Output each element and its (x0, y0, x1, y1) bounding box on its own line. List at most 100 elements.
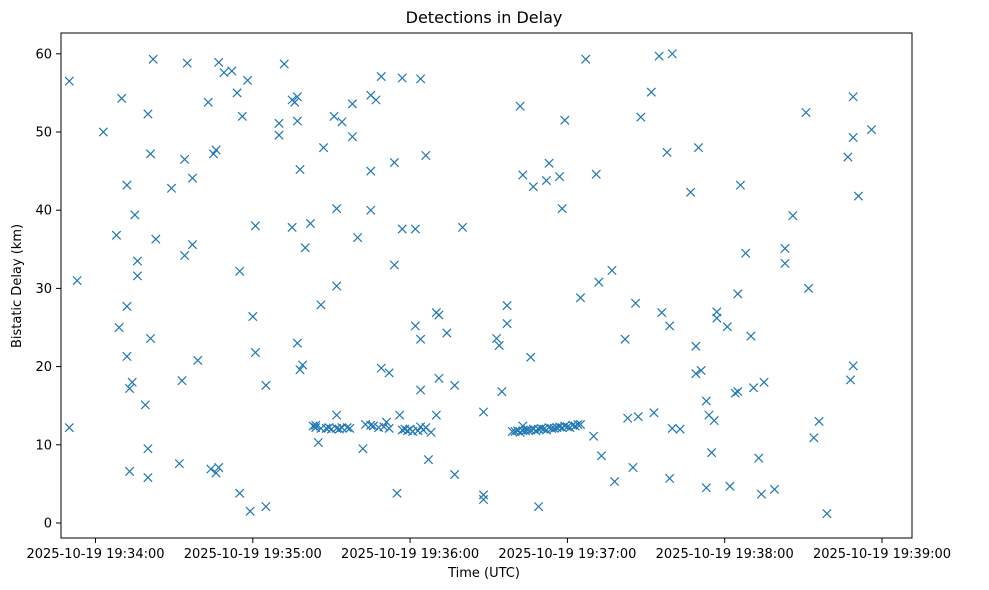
data-point (733, 386, 743, 397)
data-point (397, 73, 407, 83)
data-point (502, 318, 512, 329)
data-point (337, 117, 347, 127)
data-point (248, 311, 258, 322)
data-point (376, 363, 386, 373)
data-point (193, 355, 203, 365)
data-point (130, 210, 140, 220)
data-point (117, 93, 127, 103)
data-point (478, 407, 489, 417)
data-point (187, 239, 198, 250)
data-point (706, 447, 717, 458)
data-point (297, 360, 308, 370)
data-point (536, 423, 546, 434)
data-point (127, 377, 137, 387)
data-point (541, 175, 552, 186)
data-point (573, 419, 583, 430)
data-point (140, 400, 150, 410)
data-point (701, 483, 711, 493)
data-point (292, 116, 302, 126)
data-point (560, 115, 570, 125)
data-point (581, 54, 591, 64)
data-point (709, 415, 719, 426)
data-point (649, 408, 659, 418)
data-point (332, 410, 342, 420)
data-point (245, 506, 255, 516)
data-point (227, 66, 237, 76)
data-point (526, 352, 536, 362)
data-point (381, 417, 392, 427)
data-point (389, 157, 399, 168)
data-point (384, 368, 394, 378)
y-axis: 0 10 20 30 40 50 60 (35, 47, 61, 532)
x-tick-label: 2025-10-19 19:37:00 (498, 547, 636, 562)
data-point (366, 205, 376, 215)
data-point (415, 334, 426, 344)
data-point (250, 221, 261, 231)
data-point (712, 313, 722, 323)
data-point (305, 218, 316, 229)
data-point (394, 410, 405, 420)
data-point (274, 130, 284, 140)
data-point (591, 169, 601, 179)
data-point (769, 484, 780, 494)
data-point (143, 109, 153, 119)
data-point (206, 464, 216, 474)
data-point (531, 426, 541, 436)
data-point (636, 112, 646, 122)
data-point (180, 154, 190, 164)
data-point (72, 275, 82, 286)
y-tick-label: 20 (35, 360, 52, 375)
data-point (371, 95, 381, 105)
data-point (232, 88, 242, 98)
data-point (788, 211, 798, 221)
data-point (187, 173, 198, 183)
data-point (423, 455, 434, 465)
data-point (421, 150, 431, 161)
data-point (518, 170, 528, 180)
chart-title: Detections in Delay (406, 8, 563, 27)
data-point (292, 92, 302, 102)
data-point (845, 375, 856, 385)
data-point (691, 369, 701, 379)
data-point (450, 380, 460, 390)
data-point (560, 421, 570, 431)
data-point (494, 340, 504, 351)
data-point (588, 431, 599, 441)
data-point (633, 412, 643, 422)
data-point (177, 376, 187, 386)
data-point (143, 444, 153, 454)
data-point (203, 97, 213, 107)
data-point (746, 331, 756, 341)
data-point (261, 501, 271, 512)
data-point (114, 322, 124, 333)
data-point (334, 424, 344, 434)
data-point (662, 147, 672, 157)
data-point (691, 341, 701, 351)
data-point (290, 97, 300, 107)
data-point (803, 283, 814, 294)
data-point (866, 125, 877, 135)
x-axis: 2025-10-19 19:34:00 2025-10-19 19:35:00 20… (26, 538, 951, 562)
data-point (166, 183, 177, 193)
data-point (392, 488, 402, 498)
data-point (353, 232, 363, 243)
data-point (657, 308, 667, 318)
data-point (685, 187, 696, 197)
data-point (741, 248, 751, 258)
data-point (397, 224, 407, 234)
data-point (801, 107, 811, 118)
data-point (151, 234, 161, 244)
data-point (410, 321, 420, 331)
data-point (410, 224, 420, 234)
data-point (211, 468, 221, 478)
data-point (623, 413, 633, 423)
data-point (607, 265, 617, 276)
data-point (533, 501, 544, 512)
data-point (665, 321, 675, 331)
data-point (539, 424, 549, 434)
x-tick-label: 2025-10-19 19:35:00 (184, 547, 322, 562)
data-point (311, 420, 321, 430)
data-point (214, 57, 224, 68)
data-point (174, 458, 185, 469)
data-point (347, 99, 358, 109)
